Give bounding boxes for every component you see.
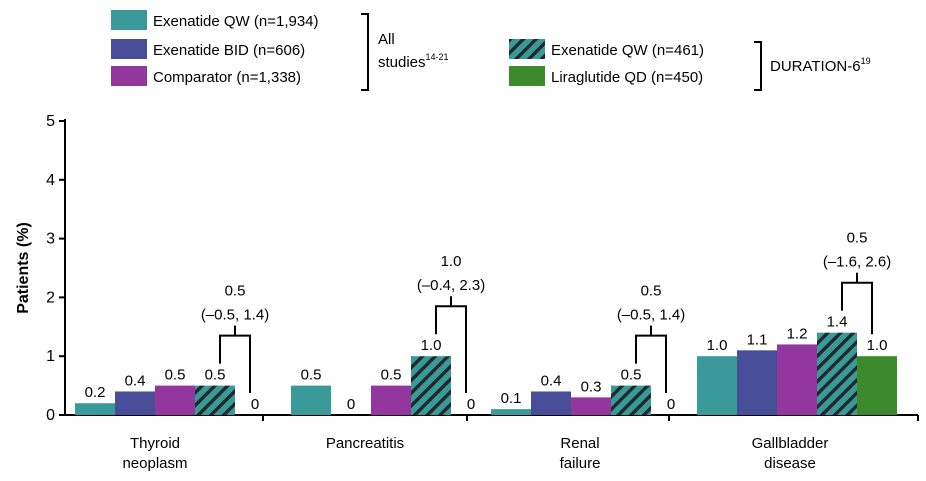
bar-value-label: 0.5 xyxy=(165,367,186,384)
category-label: Thyroid xyxy=(130,435,180,452)
legend-swatch xyxy=(111,10,147,30)
bar xyxy=(75,403,115,415)
comparison-diff: 0.5 xyxy=(225,283,246,300)
bar-value-label: 0.5 xyxy=(205,367,226,384)
legend-swatch xyxy=(111,39,147,59)
bar-value-label: 1.4 xyxy=(827,314,848,331)
comparison-ci: (–0.5, 1.4) xyxy=(201,307,269,324)
y-tick-label: 3 xyxy=(46,231,55,248)
comparison-ci: (–1.6, 2.6) xyxy=(823,254,891,271)
bar-value-label: 0.5 xyxy=(381,367,402,384)
bar xyxy=(115,391,155,415)
bar xyxy=(777,344,817,415)
comparison-diff: 0.5 xyxy=(847,230,868,247)
bar xyxy=(571,397,611,415)
legend-item-label: Exenatide QW (n=461) xyxy=(551,42,704,59)
y-axis-title: Patients (%) xyxy=(15,222,32,314)
bar-value-label: 0 xyxy=(667,396,675,413)
y-tick-label: 4 xyxy=(46,172,55,189)
bar-value-label: 0.5 xyxy=(301,367,322,384)
legend-item-label: Exenatide QW (n=1,934) xyxy=(153,13,319,30)
y-tick-label: 2 xyxy=(46,289,55,306)
legend-swatch xyxy=(111,66,147,86)
legend-group-bracket xyxy=(754,41,762,91)
category-label: disease xyxy=(764,455,816,472)
bar xyxy=(817,332,857,415)
bar-value-label: 1.0 xyxy=(421,337,442,354)
comparison-ci: (–0.4, 2.3) xyxy=(417,277,485,294)
category-label: Pancreatitis xyxy=(326,435,404,452)
comparison-diff: 0.5 xyxy=(641,283,662,300)
bar xyxy=(857,356,897,415)
superscript: 19 xyxy=(861,56,871,66)
y-tick-label: 1 xyxy=(46,348,55,365)
bar xyxy=(155,385,195,415)
bar-value-label: 0 xyxy=(251,396,259,413)
superscript: 14-21 xyxy=(426,52,449,62)
y-tick-label: 5 xyxy=(46,113,55,130)
bar xyxy=(411,356,451,415)
bar xyxy=(371,385,411,415)
comparison-diff: 1.0 xyxy=(441,253,462,270)
bar-value-label: 1.1 xyxy=(747,331,768,348)
bar-value-label: 0.2 xyxy=(85,384,106,401)
legend: Exenatide QW (n=1,934) Exenatide BID (n=6… xyxy=(111,10,871,91)
category-label: neoplasm xyxy=(122,455,187,472)
bar xyxy=(291,385,331,415)
bar-value-label: 0.3 xyxy=(581,378,602,395)
legend-item-label: Comparator (n=1,338) xyxy=(153,69,301,86)
plot-area: 0 1 2 3 4 5 Patients (%) 0.2 0.4 0.5 0.5 0 Thyroid ne… xyxy=(15,113,919,472)
comparison-bracket xyxy=(219,334,251,393)
legend-swatch xyxy=(509,66,545,86)
bar xyxy=(491,409,531,415)
comparison-ci: (–0.5, 1.4) xyxy=(617,307,685,324)
bar-value-label: 0 xyxy=(347,396,355,413)
category-label: Gallbladder xyxy=(752,435,829,452)
legend-group-bracket xyxy=(361,13,369,91)
bar xyxy=(697,356,737,415)
bar-value-label: 1.0 xyxy=(867,337,888,354)
bar-value-label: 0.1 xyxy=(501,390,522,407)
category-label: Renal xyxy=(560,435,599,452)
category-label: failure xyxy=(560,455,601,472)
bar xyxy=(531,391,571,415)
legend-group-label: All xyxy=(378,31,395,48)
bar xyxy=(611,385,651,415)
legend-group-label: studies14-21 xyxy=(378,52,449,71)
y-tick-label: 0 xyxy=(46,407,55,424)
bar-value-label: 1.0 xyxy=(707,337,728,354)
bar-value-label: 0 xyxy=(467,396,475,413)
bar-value-label: 0.4 xyxy=(541,372,562,389)
bar-value-label: 0.5 xyxy=(621,367,642,384)
legend-item-label: Liraglutide QD (n=450) xyxy=(551,69,703,86)
bar-value-label: 1.2 xyxy=(787,325,808,342)
bar xyxy=(195,385,235,415)
bar-value-label: 0.4 xyxy=(125,372,146,389)
legend-group-label: DURATION-619 xyxy=(770,56,871,75)
bar xyxy=(737,350,777,415)
comparison-bracket xyxy=(635,334,667,393)
legend-item-label: Exenatide BID (n=606) xyxy=(153,42,305,59)
legend-swatch xyxy=(509,39,545,59)
